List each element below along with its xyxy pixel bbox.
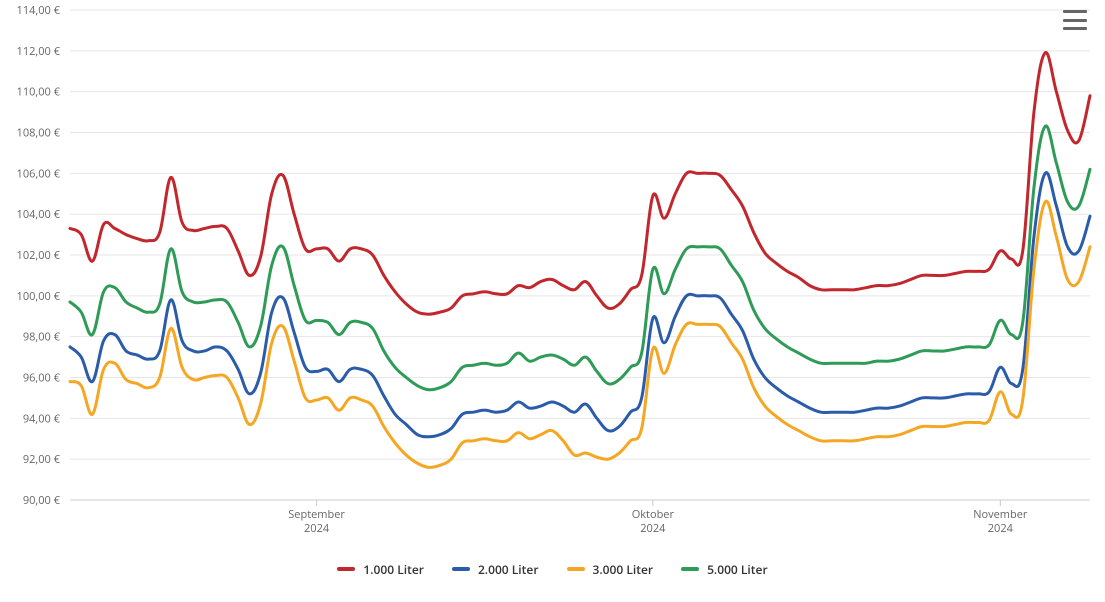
- x-tick-label: Oktober: [632, 507, 675, 522]
- legend-swatch: [567, 567, 585, 571]
- legend-label: 5.000 Liter: [707, 561, 768, 578]
- x-tick-label: September: [288, 507, 345, 522]
- legend-label: 2.000 Liter: [478, 561, 539, 578]
- x-tick-label: 2024: [640, 521, 666, 536]
- legend-swatch: [681, 567, 699, 571]
- legend-label: 1.000 Liter: [363, 561, 424, 578]
- chart-legend: 1.000 Liter 2.000 Liter 3.000 Liter 5.000 L…: [0, 558, 1105, 578]
- legend-label: 3.000 Liter: [593, 561, 654, 578]
- chart-container: 90,00 € 92,00 € 94,00 € 96,00 € 98,00 € 100,0…: [0, 0, 1105, 602]
- legend-item[interactable]: 1.000 Liter: [337, 561, 424, 578]
- y-tick-label: 90,00 €: [23, 493, 61, 508]
- x-tick-label: November: [973, 507, 1028, 522]
- legend-item[interactable]: 2.000 Liter: [452, 561, 539, 578]
- y-tick-label: 106,00 €: [17, 166, 61, 181]
- line-chart: 90,00 € 92,00 € 94,00 € 96,00 € 98,00 € 100,0…: [0, 0, 1105, 542]
- y-tick-label: 94,00 €: [23, 411, 61, 426]
- x-tick-label: 2024: [304, 521, 330, 536]
- y-tick-label: 108,00 €: [17, 126, 61, 141]
- y-tick-label: 92,00 €: [23, 452, 61, 467]
- legend-item[interactable]: 5.000 Liter: [681, 561, 768, 578]
- series-line: [70, 201, 1090, 467]
- menu-icon[interactable]: [1063, 8, 1087, 32]
- y-tick-label: 100,00 €: [17, 289, 61, 304]
- legend-swatch: [452, 567, 470, 571]
- series-line: [70, 126, 1090, 390]
- y-tick-label: 104,00 €: [17, 207, 61, 222]
- y-tick-label: 98,00 €: [23, 330, 61, 345]
- legend-swatch: [337, 567, 355, 571]
- legend-item[interactable]: 3.000 Liter: [567, 561, 654, 578]
- x-tick-label: 2024: [988, 521, 1014, 536]
- series-line: [70, 173, 1090, 437]
- y-tick-label: 110,00 €: [17, 85, 61, 100]
- y-tick-label: 114,00 €: [17, 3, 61, 18]
- y-tick-label: 112,00 €: [17, 44, 61, 59]
- y-tick-label: 102,00 €: [17, 248, 61, 263]
- y-tick-label: 96,00 €: [23, 371, 61, 386]
